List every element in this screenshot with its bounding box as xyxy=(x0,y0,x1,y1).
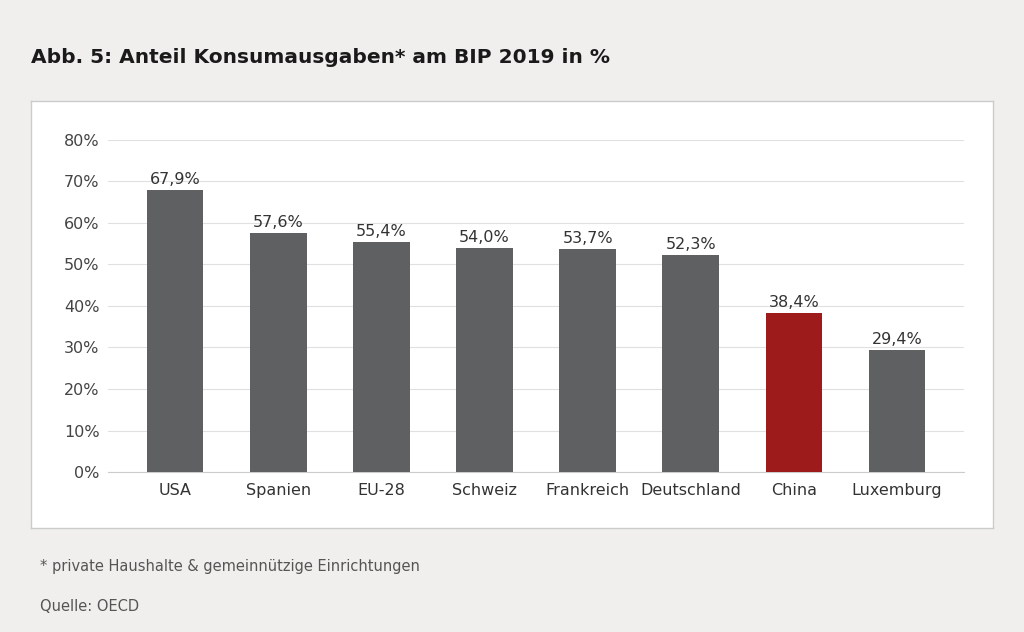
Text: 54,0%: 54,0% xyxy=(459,230,510,245)
Bar xyxy=(868,350,926,472)
Text: 55,4%: 55,4% xyxy=(356,224,407,240)
Text: Abb. 5: Anteil Konsumausgaben* am BIP 2019 in %: Abb. 5: Anteil Konsumausgaben* am BIP 20… xyxy=(31,48,609,67)
Bar xyxy=(559,249,616,472)
Text: 53,7%: 53,7% xyxy=(562,231,613,246)
Bar xyxy=(146,190,204,472)
Bar xyxy=(766,313,822,472)
Bar xyxy=(456,248,513,472)
Text: 57,6%: 57,6% xyxy=(253,215,303,230)
Text: 38,4%: 38,4% xyxy=(769,295,819,310)
Text: 67,9%: 67,9% xyxy=(150,173,201,187)
Text: 29,4%: 29,4% xyxy=(871,332,923,348)
Bar xyxy=(663,255,719,472)
Text: Quelle: OECD: Quelle: OECD xyxy=(40,599,139,614)
Bar xyxy=(353,242,410,472)
Text: * private Haushalte & gemeinnützige Einrichtungen: * private Haushalte & gemeinnützige Einr… xyxy=(40,559,420,574)
Bar xyxy=(250,233,306,472)
Text: 52,3%: 52,3% xyxy=(666,237,716,252)
